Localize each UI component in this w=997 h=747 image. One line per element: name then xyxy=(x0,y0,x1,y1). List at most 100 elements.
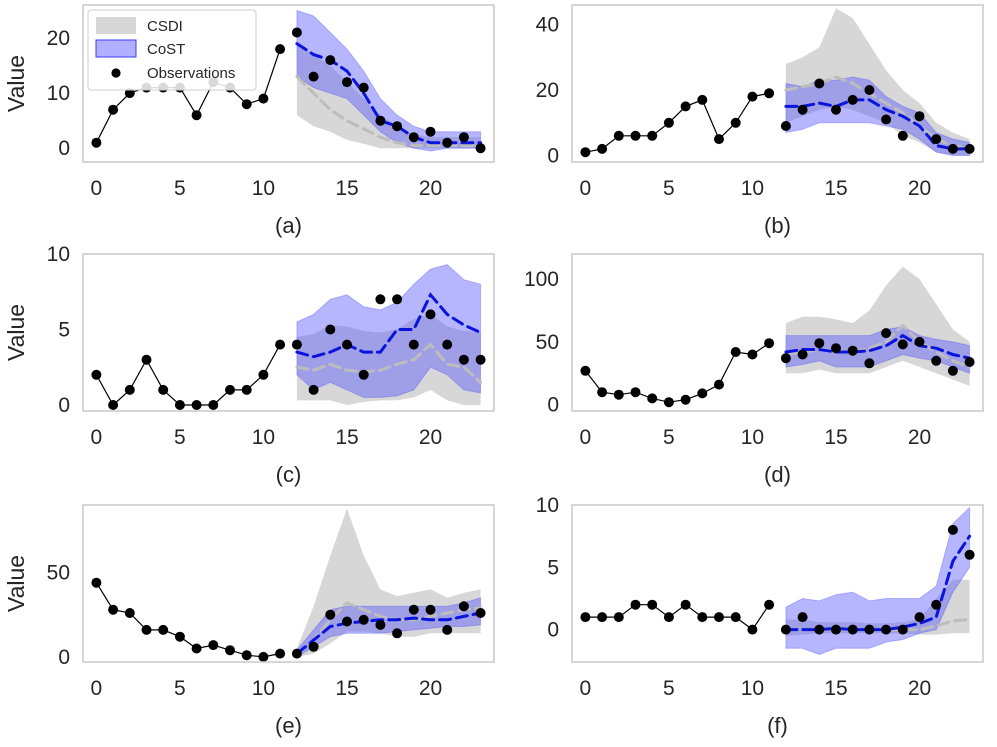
observation-point xyxy=(108,104,119,115)
x-tick-label: 0 xyxy=(91,677,103,700)
observation-point xyxy=(408,339,419,350)
observation-point xyxy=(780,353,791,364)
y-tick-label: 10 xyxy=(47,243,70,266)
observation-point xyxy=(597,612,608,623)
observation-point xyxy=(947,143,958,154)
observation-point xyxy=(308,384,319,395)
x-tick-label: 20 xyxy=(419,177,442,200)
observation-point xyxy=(897,624,908,635)
observation-point xyxy=(425,604,436,615)
legend-marker-observations xyxy=(111,68,121,78)
observation-point xyxy=(241,650,252,661)
observation-point xyxy=(780,121,791,131)
observation-point xyxy=(897,339,908,350)
observation-point xyxy=(630,130,641,141)
panel-e: 0 5 10 15 20 0 50 (e) Value xyxy=(3,504,495,738)
plot-area xyxy=(580,506,975,656)
y-tick-label: 100 xyxy=(524,268,559,291)
observation-point xyxy=(91,137,102,148)
observation-point xyxy=(663,117,674,128)
observation-point xyxy=(124,384,135,395)
axes-frame xyxy=(571,253,984,412)
observation-point xyxy=(375,619,386,630)
y-tick-label: 20 xyxy=(536,79,559,102)
legend-swatch-cost xyxy=(95,39,137,58)
observation-point xyxy=(342,77,352,88)
observation-point xyxy=(225,384,235,395)
observation-point xyxy=(714,612,724,623)
observation-point xyxy=(375,115,386,126)
observation-point xyxy=(914,336,925,347)
panel-a: 0 5 10 15 20 0 10 20 (a) Value xyxy=(3,4,495,238)
observation-point xyxy=(680,394,691,405)
x-tick-label: 20 xyxy=(419,426,442,449)
observation-point xyxy=(847,624,858,635)
observation-point xyxy=(158,384,169,395)
cost-band xyxy=(296,597,482,658)
observation-point xyxy=(325,609,336,620)
observation-point xyxy=(124,608,135,618)
observation-point xyxy=(914,612,925,623)
observation-point xyxy=(458,601,469,612)
observation-point xyxy=(747,349,758,360)
axes-frame xyxy=(82,504,495,663)
y-tick-label: 5 xyxy=(58,319,70,342)
x-tick-label: 5 xyxy=(174,177,186,200)
observation-point xyxy=(141,624,152,635)
observation-point xyxy=(647,130,658,141)
y-tick-label: 0 xyxy=(58,394,70,417)
observation-point xyxy=(814,78,825,89)
observation-point xyxy=(814,338,825,349)
observation-point xyxy=(697,388,708,399)
y-tick-label: 5 xyxy=(547,556,559,579)
legend-label-csdi: CSDI xyxy=(147,18,183,35)
observation-point xyxy=(864,624,875,635)
observation-point xyxy=(91,577,102,588)
y-tick-label: 0 xyxy=(547,145,559,168)
observation-point xyxy=(814,624,825,635)
observation-point xyxy=(881,624,892,635)
y-axis-label: Value xyxy=(3,55,29,112)
cost-mean-line xyxy=(784,98,972,151)
observation-point xyxy=(780,624,791,635)
x-tick-label: 5 xyxy=(663,426,675,449)
observation-point xyxy=(864,85,875,95)
observation-point xyxy=(730,117,741,128)
observation-point xyxy=(714,134,724,145)
x-tick-label: 20 xyxy=(908,426,931,449)
csdi-mean-line xyxy=(295,342,483,384)
observation-point xyxy=(647,599,658,610)
y-tick-label: 0 xyxy=(58,137,70,160)
legend-swatch-csdi xyxy=(96,17,136,34)
observation-point xyxy=(258,651,269,662)
x-tick-label: 10 xyxy=(252,426,275,449)
x-tick-label: 10 xyxy=(741,177,764,200)
x-tick-label: 0 xyxy=(580,677,592,700)
legend: CSDI CoST Observations xyxy=(87,9,257,91)
plot-area xyxy=(91,508,486,662)
observation-point xyxy=(730,612,741,623)
observation-point xyxy=(947,365,958,376)
csdi-mean-line xyxy=(784,323,972,369)
observation-point xyxy=(225,645,235,656)
x-tick-label: 0 xyxy=(91,177,103,200)
panel-label: (b) xyxy=(764,213,791,238)
observation-point xyxy=(847,345,858,356)
observation-point xyxy=(308,71,319,82)
panel-label: (f) xyxy=(767,713,788,738)
panel-label: (c) xyxy=(276,462,302,487)
x-tick-label: 10 xyxy=(741,677,764,700)
observation-point xyxy=(191,400,202,410)
x-tick-label: 20 xyxy=(908,677,931,700)
observation-point xyxy=(597,387,608,398)
x-tick-label: 15 xyxy=(335,177,358,200)
observation-point xyxy=(191,643,202,654)
observation-point xyxy=(831,104,841,115)
cost-band xyxy=(785,326,971,375)
observation-point xyxy=(258,369,269,380)
observation-point xyxy=(475,143,486,154)
observation-point xyxy=(408,604,419,615)
cost-mean-line xyxy=(784,333,972,360)
